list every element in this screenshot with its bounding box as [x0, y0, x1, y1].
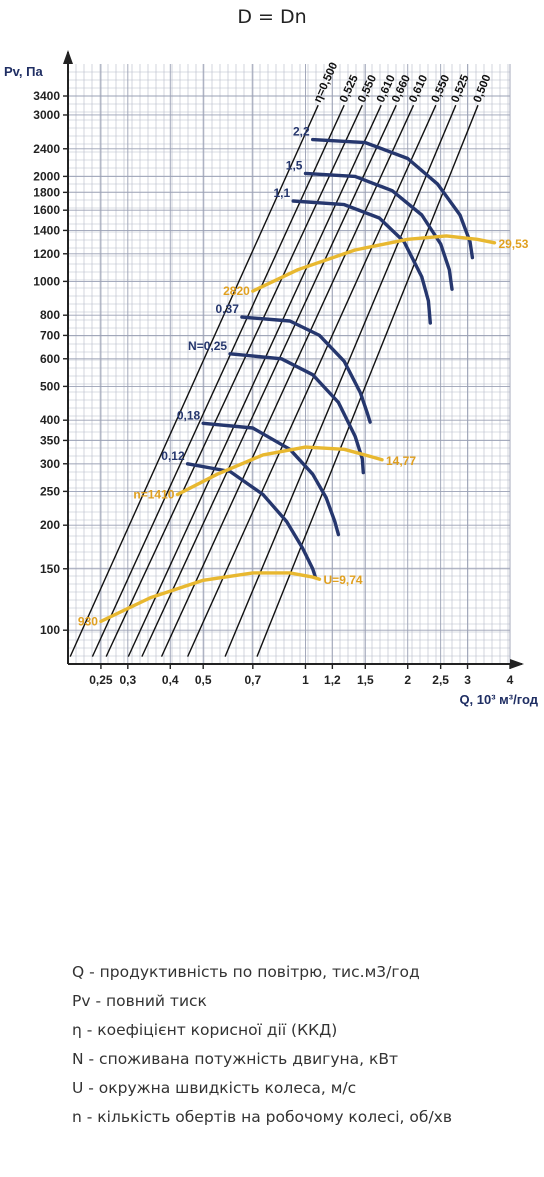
y-tick-label: 1800 [33, 185, 60, 199]
page-title: D = Dn [237, 6, 307, 28]
y-tick-label: 1400 [33, 223, 60, 237]
power-label: 0,37 [216, 302, 240, 316]
speed-curves [99, 234, 497, 624]
efficiency-line [127, 104, 382, 657]
y-tick-label: 600 [40, 352, 60, 366]
efficiency-line [256, 104, 479, 657]
speed-label: 930 [78, 614, 98, 628]
efficiency-label: 0,525 [449, 73, 471, 105]
y-tick-label: 1200 [33, 247, 60, 261]
y-tick-label: 2000 [33, 169, 60, 183]
power-curve [303, 171, 454, 291]
legend-item-u: U - окружна швидкість колеса, м/с [72, 1079, 357, 1097]
efficiency-line [187, 104, 437, 657]
y-tick-label: 1000 [33, 274, 60, 288]
efficiency-line [69, 104, 319, 657]
power-label: N=0,25 [188, 339, 227, 353]
speed-curve [99, 571, 322, 624]
legend-item-n-power: N - споживана потужність двигуна, кВт [72, 1050, 398, 1068]
efficiency-line [160, 104, 415, 657]
y-tick-label: 3000 [33, 108, 60, 122]
y-tick-label: 200 [40, 518, 60, 532]
efficiency-line [91, 104, 345, 657]
x-axis-arrow [510, 659, 524, 669]
efficiency-line [141, 104, 397, 657]
y-tick-label: 350 [40, 433, 60, 447]
legend: Q - продуктивність по повітрю, тис.м3/го… [72, 958, 532, 1132]
speed-end-label: 14,77 [386, 454, 416, 468]
efficiency-lines [69, 104, 479, 657]
x-tick-label: 1,5 [357, 673, 374, 687]
fan-performance-chart: 0,25 0,3 0,4 0,5 0,7 1 1,2 1,5 2 2,5 3 4 100 150 200 25… [4, 50, 539, 707]
power-label: 1,1 [273, 186, 290, 200]
x-tick-label: 1,2 [324, 673, 341, 687]
efficiency-label: 0,500 [472, 73, 494, 104]
y-tick-label: 400 [40, 413, 60, 427]
x-tick-label: 1 [302, 673, 309, 687]
legend-item-n-rpm: n - кількість обертів на робочому колесі… [72, 1108, 452, 1126]
x-tick-label: 0,3 [119, 673, 136, 687]
x-tick-label: 0,5 [195, 673, 212, 687]
y-tick-label: 700 [40, 328, 60, 342]
power-label: 0,12 [161, 449, 185, 463]
efficiency-line [105, 104, 363, 657]
ticks: 0,25 0,3 0,4 0,5 0,7 1 1,2 1,5 2 2,5 3 4 100 150 200 25… [33, 89, 513, 687]
y-tick-label: 300 [40, 457, 60, 471]
power-curves [185, 137, 475, 579]
y-tick-label: 3400 [33, 89, 60, 103]
x-tick-label: 2 [404, 673, 411, 687]
power-curve [240, 315, 372, 424]
x-tick-label: 4 [507, 673, 514, 687]
power-label: 2,2 [293, 125, 310, 139]
x-tick-label: 0,7 [244, 673, 261, 687]
y-tick-label: 2400 [33, 142, 60, 156]
power-curve [201, 421, 341, 537]
power-label: 1,5 [286, 158, 303, 172]
x-axis-title: Q, 10³ м³/год [459, 692, 538, 707]
speed-end-label: 29,53 [498, 237, 528, 251]
x-tick-label: 3 [464, 673, 471, 687]
y-tick-label: 500 [40, 379, 60, 393]
x-tick-label: 0,4 [162, 673, 179, 687]
speed-end-label: U=9,74 [324, 573, 363, 587]
speed-label: 2820 [223, 284, 250, 298]
x-tick-label: 0,25 [89, 673, 113, 687]
y-tick-label: 250 [40, 484, 60, 498]
y-tick-label: 800 [40, 308, 60, 322]
power-curve [185, 462, 318, 579]
y-tick-label: 1600 [33, 203, 60, 217]
legend-item-eta: η - коефіцієнт корисної дії (ККД) [72, 1021, 338, 1039]
axes [63, 50, 524, 669]
power-label: 0,18 [177, 408, 201, 422]
y-tick-label: 100 [40, 623, 60, 637]
legend-item-pv: Pv - повний тиск [72, 992, 207, 1010]
x-tick-label: 2,5 [432, 673, 449, 687]
power-curve [228, 352, 365, 475]
y-axis-arrow [63, 50, 73, 64]
power-curve [311, 137, 475, 260]
speed-curve [175, 445, 384, 497]
speed-label: n=1410 [133, 487, 174, 501]
y-axis-title: Pv, Па [4, 64, 44, 79]
speed-curve [251, 234, 497, 293]
efficiency-line [224, 104, 457, 657]
y-tick-label: 150 [40, 562, 60, 576]
legend-item-q: Q - продуктивність по повітрю, тис.м3/го… [72, 963, 420, 981]
